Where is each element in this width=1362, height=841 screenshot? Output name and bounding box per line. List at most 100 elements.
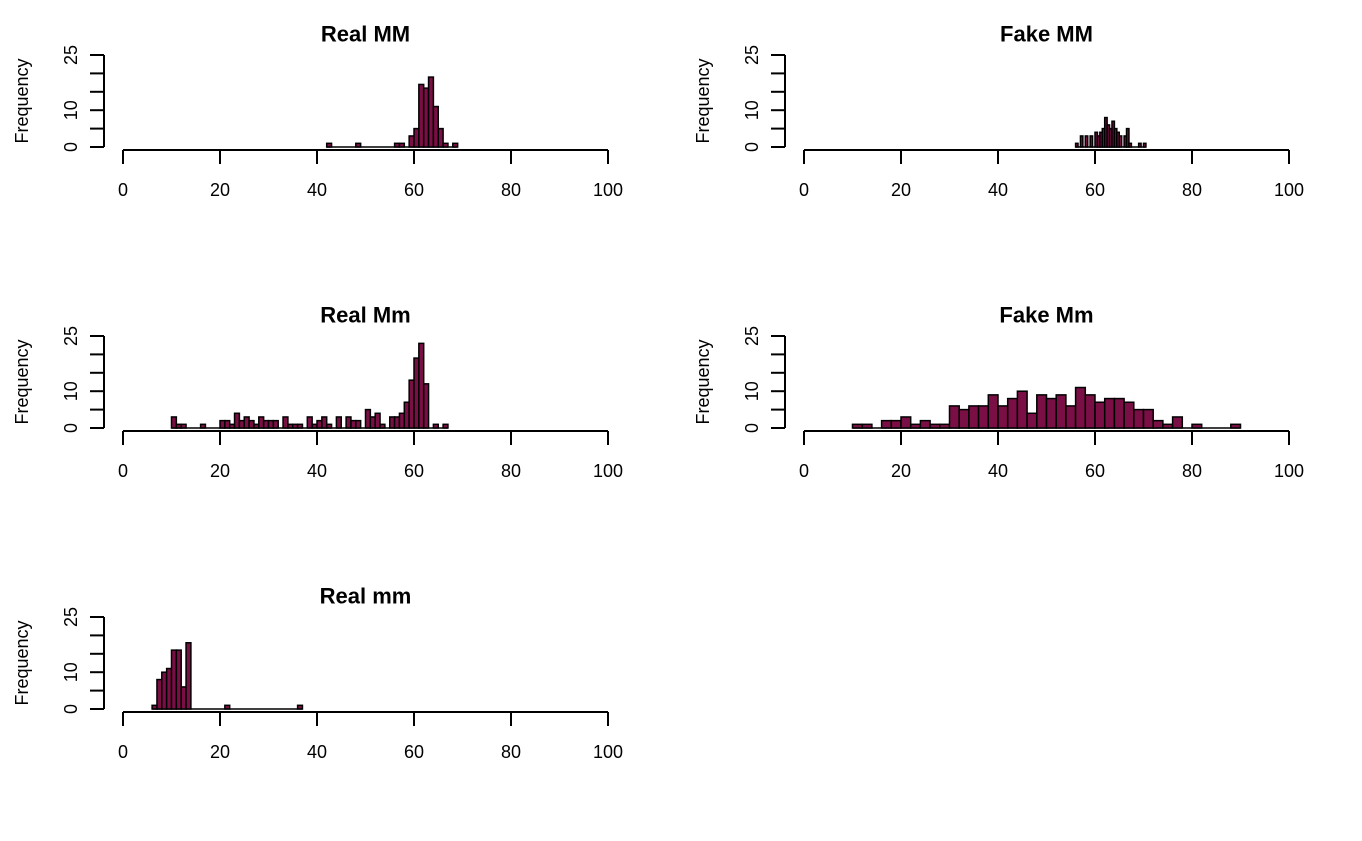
histogram-bar bbox=[1089, 135, 1094, 148]
histogram-bar bbox=[335, 416, 342, 429]
x-tick-label: 80 bbox=[1182, 461, 1202, 481]
y-tick-label: 0 bbox=[61, 704, 81, 714]
histogram-bar bbox=[1230, 423, 1242, 429]
histogram-bar bbox=[1065, 405, 1077, 429]
x-tick-label: 60 bbox=[404, 180, 424, 200]
histogram-bar bbox=[398, 142, 406, 148]
histogram-bar bbox=[325, 423, 333, 429]
y-axis-label: Frequency bbox=[693, 339, 713, 424]
histogram-bar bbox=[199, 423, 207, 429]
histogram-bar bbox=[180, 423, 187, 429]
histogram-bar bbox=[272, 419, 279, 429]
histogram-bar bbox=[1016, 390, 1028, 429]
y-tick-label: 0 bbox=[742, 142, 762, 152]
histogram-panel: Real Mm Frequency 0 10 25 0 20 40 60 80 100 bbox=[12, 303, 623, 482]
x-tick-label: 0 bbox=[799, 180, 809, 200]
histogram-bar bbox=[1162, 423, 1174, 429]
x-tick-label: 80 bbox=[501, 461, 521, 481]
histogram-bar bbox=[1113, 397, 1125, 429]
histogram-bar bbox=[1123, 401, 1135, 429]
x-tick-label: 20 bbox=[210, 742, 230, 762]
y-axis-label: Frequency bbox=[12, 339, 32, 424]
histogram-panel: Fake MM Frequency 0 10 25 0 20 40 60 80 100 bbox=[693, 22, 1304, 201]
chart-title: Real mm bbox=[320, 584, 412, 609]
y-tick-label: 25 bbox=[61, 326, 81, 346]
x-tick-label: 40 bbox=[988, 180, 1008, 200]
histogram-bar bbox=[1074, 142, 1079, 148]
histogram-bar bbox=[374, 412, 381, 429]
histogram-bar bbox=[170, 416, 178, 429]
x-tick-label: 20 bbox=[210, 180, 230, 200]
y-tick-label: 0 bbox=[61, 142, 81, 152]
histogram-bar bbox=[1152, 419, 1164, 429]
histogram-bar bbox=[1191, 423, 1203, 429]
x-tick-label: 40 bbox=[988, 461, 1008, 481]
histogram-bar bbox=[452, 142, 459, 148]
histogram-bar bbox=[185, 642, 192, 710]
histogram-bar bbox=[282, 416, 289, 429]
y-tick-label: 10 bbox=[61, 662, 81, 682]
histogram-bar bbox=[1133, 408, 1145, 429]
chart-title: Fake Mm bbox=[999, 303, 1093, 328]
histogram-bar bbox=[968, 405, 980, 429]
histogram-bar bbox=[880, 419, 893, 429]
histogram-bar bbox=[1045, 397, 1057, 429]
histogram-bar bbox=[1125, 127, 1130, 148]
x-tick-label: 0 bbox=[118, 461, 128, 481]
x-tick-label: 60 bbox=[1085, 180, 1105, 200]
y-axis-label: Frequency bbox=[693, 58, 713, 143]
histogram-bar bbox=[1084, 394, 1096, 429]
histogram-panel: Real MM Frequency 0 10 25 0 20 40 60 80 100 bbox=[12, 22, 623, 201]
y-tick-label: 0 bbox=[742, 423, 762, 433]
histogram-bar bbox=[437, 127, 444, 148]
x-tick-label: 20 bbox=[210, 461, 230, 481]
histogram-bar bbox=[355, 142, 362, 148]
histogram-bar bbox=[1084, 135, 1089, 148]
x-tick-label: 20 bbox=[891, 461, 911, 481]
histogram-bar bbox=[1118, 135, 1123, 148]
x-tick-label: 80 bbox=[501, 742, 521, 762]
y-tick-label: 10 bbox=[742, 381, 762, 401]
y-tick-label: 0 bbox=[61, 423, 81, 433]
histogram-bar bbox=[1055, 394, 1067, 429]
histogram-bar bbox=[224, 704, 231, 710]
x-tick-label: 20 bbox=[891, 180, 911, 200]
histogram-bar bbox=[977, 405, 990, 429]
x-tick-label: 60 bbox=[404, 461, 424, 481]
histogram-bar bbox=[861, 423, 873, 429]
x-tick-label: 0 bbox=[799, 461, 809, 481]
chart-title: Real Mm bbox=[320, 303, 410, 328]
histogram-bar bbox=[306, 416, 313, 429]
histogram-bar bbox=[997, 405, 1009, 429]
histogram-bar bbox=[379, 423, 386, 429]
histogram-bar bbox=[355, 419, 362, 429]
histogram-bar bbox=[919, 419, 931, 429]
histogram-bar bbox=[1074, 386, 1087, 429]
histogram-bar bbox=[296, 704, 304, 710]
x-tick-label: 100 bbox=[1274, 180, 1304, 200]
histogram-bar bbox=[325, 142, 333, 148]
histogram-bar bbox=[1137, 142, 1142, 148]
histogram-bar bbox=[900, 416, 912, 429]
x-tick-label: 100 bbox=[1274, 461, 1304, 481]
histogram-bar bbox=[296, 423, 304, 429]
histogram-bar bbox=[1079, 135, 1084, 148]
histogram-bar bbox=[321, 416, 328, 429]
chart-title: Real MM bbox=[321, 22, 410, 47]
y-tick-label: 10 bbox=[742, 100, 762, 120]
y-axis-label: Frequency bbox=[12, 58, 32, 143]
histogram-bar bbox=[1142, 142, 1147, 148]
histogram-bar bbox=[1103, 397, 1116, 429]
y-axis-label: Frequency bbox=[12, 620, 32, 705]
x-tick-label: 40 bbox=[307, 461, 327, 481]
histogram-bar bbox=[1036, 394, 1048, 429]
histogram-panel: Real mm Frequency 0 10 25 0 20 40 60 80 100 bbox=[12, 584, 623, 763]
y-tick-label: 25 bbox=[61, 45, 81, 65]
x-tick-label: 80 bbox=[1182, 180, 1202, 200]
histogram-bar bbox=[432, 423, 439, 429]
chart-title: Fake MM bbox=[1000, 22, 1093, 47]
histogram-panel: Fake Mm Frequency 0 10 25 0 20 40 60 80 100 bbox=[693, 303, 1304, 482]
y-tick-label: 25 bbox=[742, 45, 762, 65]
y-tick-label: 25 bbox=[742, 326, 762, 346]
